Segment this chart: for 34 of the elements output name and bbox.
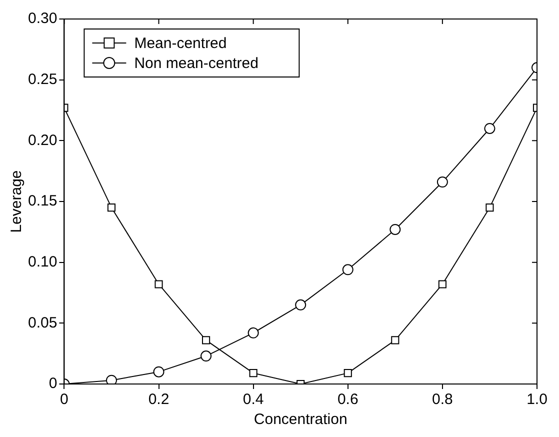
point: [436, 176, 448, 188]
point: [106, 374, 117, 384]
x-tick-label: 0.4: [242, 391, 264, 408]
legend-label: Mean-centred: [134, 35, 227, 52]
x-tick-label: 1.0: [526, 391, 548, 408]
point: [202, 336, 210, 344]
point: [154, 280, 163, 288]
y-tick-label: 0.20: [28, 132, 58, 149]
point: [486, 204, 494, 212]
legend-label: Non mean-centred: [134, 55, 258, 72]
y-tick-label: 0: [48, 375, 58, 392]
point: [342, 264, 354, 276]
y-tick-label: 0.05: [28, 314, 58, 332]
y-tick-label: 0.25: [28, 70, 58, 88]
point: [200, 350, 212, 362]
point: [295, 299, 306, 310]
point: [249, 369, 258, 378]
point: [344, 369, 352, 378]
x-axis-title: Concentration: [254, 411, 348, 428]
point: [484, 123, 496, 134]
point: [391, 336, 400, 344]
point: [438, 280, 446, 288]
x-tick-label: 0.2: [148, 391, 170, 408]
y-tick-label: 0.10: [28, 253, 58, 270]
point: [390, 224, 401, 235]
y-axis-title: Leverage: [8, 170, 26, 233]
point: [153, 366, 164, 378]
point: [107, 204, 116, 212]
y-tick-label: 0.15: [28, 192, 58, 210]
x-tick-label: 0: [60, 391, 68, 408]
y-tick-label: 0.30: [28, 10, 58, 28]
x-tick-label: 0.6: [337, 391, 358, 408]
point: [248, 327, 259, 338]
x-tick-label: 0.8: [432, 391, 453, 408]
